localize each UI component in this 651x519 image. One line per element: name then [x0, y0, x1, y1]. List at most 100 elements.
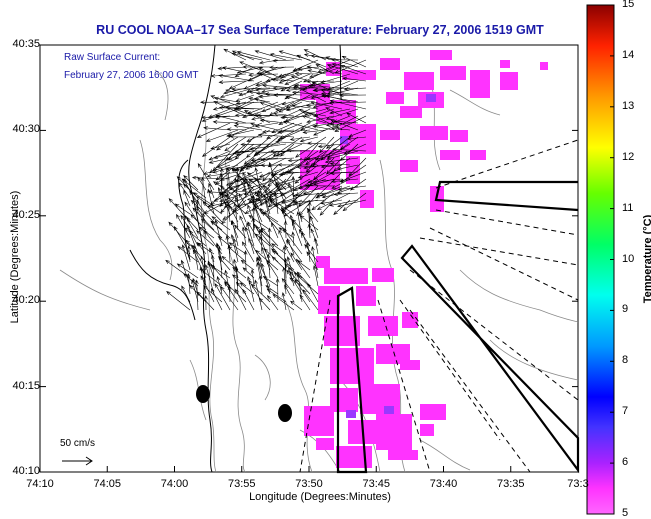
current-vector	[235, 166, 240, 191]
colorbar-tick-label: 12	[622, 150, 635, 163]
current-vector	[309, 66, 343, 78]
current-vector	[205, 129, 239, 142]
current-vector	[218, 187, 231, 215]
current-vector	[219, 87, 255, 99]
current-vector	[183, 174, 199, 191]
current-vector	[210, 143, 231, 150]
current-vector	[269, 177, 287, 199]
current-vector	[304, 183, 335, 188]
current-vector	[290, 252, 303, 271]
current-vector	[221, 66, 255, 75]
current-vector	[236, 66, 263, 74]
current-vector	[208, 182, 215, 199]
legend-current-label: Raw Surface Current:	[64, 52, 161, 63]
current-vector	[251, 195, 263, 215]
current-vector	[285, 87, 311, 92]
current-vector	[295, 136, 327, 158]
current-vector	[282, 228, 303, 255]
current-vector	[200, 176, 207, 207]
current-vector	[286, 256, 295, 279]
current-vector	[301, 110, 327, 117]
current-vector	[217, 66, 247, 71]
current-vector	[184, 201, 199, 223]
current-vector	[258, 274, 263, 295]
current-vector	[329, 108, 351, 115]
current-vector	[196, 241, 207, 255]
x-tick-label: 74:00	[160, 478, 189, 490]
current-vector	[257, 133, 295, 138]
current-vector	[254, 50, 287, 61]
current-vector	[253, 223, 263, 239]
current-vector	[296, 211, 303, 239]
current-vector	[253, 150, 287, 167]
current-vector	[186, 224, 199, 255]
current-vector	[308, 83, 343, 89]
current-vector	[309, 100, 343, 110]
current-vector	[299, 215, 319, 231]
current-vector	[304, 243, 319, 263]
current-vector	[203, 164, 231, 175]
colorbar-tick-label: 8	[622, 354, 629, 367]
current-vector	[256, 113, 287, 118]
current-vector	[284, 284, 295, 303]
y-tick-label: 40:15	[12, 379, 40, 392]
current-vector	[285, 95, 311, 103]
current-vector	[184, 214, 199, 239]
current-vector	[292, 59, 319, 72]
current-vector	[227, 143, 263, 161]
current-vector	[256, 191, 263, 207]
current-vector	[212, 120, 239, 124]
current-vector	[216, 136, 239, 151]
current-vector	[277, 162, 311, 167]
current-vector	[291, 231, 295, 247]
current-vector	[213, 101, 247, 117]
current-vector	[303, 49, 327, 61]
current-vector	[277, 129, 311, 134]
current-vector	[281, 292, 287, 311]
current-vector	[329, 162, 351, 166]
current-vector	[228, 242, 247, 255]
current-vector	[333, 192, 359, 197]
current-vector	[197, 176, 207, 191]
current-vector	[330, 57, 359, 62]
colorbar-tick-label: 10	[622, 252, 635, 265]
current-vector	[183, 189, 191, 207]
current-vector	[234, 121, 255, 125]
current-vector	[178, 182, 191, 199]
current-vector	[240, 142, 279, 147]
current-vector	[235, 101, 263, 106]
radar-range-lines	[299, 139, 579, 473]
current-vector	[259, 192, 279, 206]
current-vector	[219, 192, 247, 203]
current-vector	[260, 157, 295, 162]
current-vector	[325, 136, 343, 149]
current-vector	[313, 87, 351, 93]
current-vector	[231, 87, 271, 91]
current-vector	[321, 192, 343, 199]
current-vector	[248, 215, 271, 231]
current-vector	[230, 233, 239, 263]
current-vector	[196, 122, 231, 138]
current-vector	[337, 199, 367, 208]
current-vector	[273, 191, 279, 215]
current-vector	[302, 185, 327, 195]
colorbar-tick-label: 13	[622, 99, 635, 112]
current-vector	[226, 127, 247, 132]
current-vector	[202, 285, 223, 303]
current-vector	[261, 246, 271, 271]
current-vector	[309, 215, 319, 239]
current-vector	[307, 69, 327, 75]
current-vector	[260, 262, 271, 295]
current-vector	[313, 237, 319, 255]
current-vector	[258, 67, 287, 82]
current-vector	[207, 188, 215, 215]
current-vector	[259, 118, 287, 124]
current-vector	[294, 83, 319, 89]
plot-frame	[39, 44, 579, 473]
current-vector	[304, 108, 327, 116]
current-vector	[324, 157, 359, 164]
current-vector	[348, 157, 367, 177]
current-vector	[216, 275, 223, 295]
site-marker	[196, 385, 210, 403]
